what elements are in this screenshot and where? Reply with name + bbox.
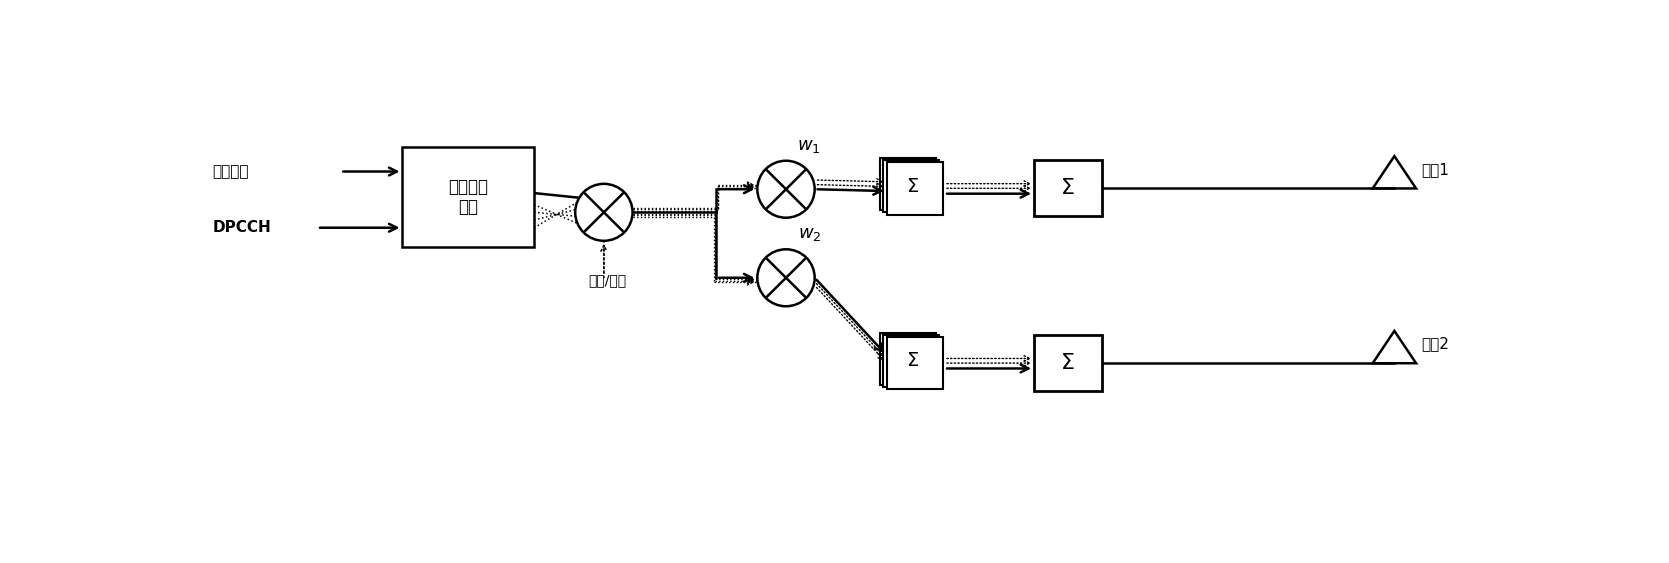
Bar [402, 147, 534, 247]
Text: Σ: Σ [1061, 353, 1075, 373]
Bar [883, 160, 938, 212]
Text: Σ: Σ [906, 351, 918, 370]
Text: Σ: Σ [1061, 178, 1075, 198]
Circle shape [758, 160, 814, 218]
Bar [1035, 335, 1102, 391]
Bar [1035, 160, 1102, 216]
Text: DPCCH: DPCCH [212, 220, 272, 235]
Bar [886, 337, 943, 390]
Text: 数据信道: 数据信道 [212, 164, 249, 179]
Bar [883, 335, 938, 387]
Text: $w_1$: $w_1$ [798, 137, 821, 155]
Text: 传输信道
处理: 传输信道 处理 [449, 177, 489, 216]
Circle shape [576, 184, 633, 241]
Text: 扩频/加扰: 扩频/加扰 [589, 273, 628, 287]
Bar [880, 333, 936, 385]
Text: Σ: Σ [906, 177, 918, 195]
Bar [886, 162, 943, 215]
Text: $w_2$: $w_2$ [798, 225, 821, 243]
Circle shape [758, 249, 814, 306]
Bar [880, 158, 936, 211]
Text: 天线1: 天线1 [1422, 162, 1449, 177]
Text: 天线2: 天线2 [1422, 337, 1449, 351]
